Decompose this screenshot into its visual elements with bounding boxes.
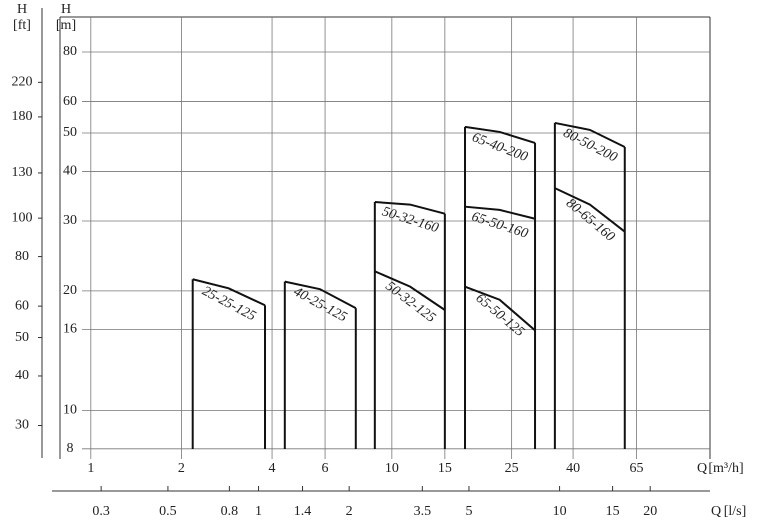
y2-tick-label: 40 [15,368,29,383]
x2-tick-label: 0.8 [221,504,239,519]
x2-unit: [l/s] [724,504,747,519]
y-tick-label: 8 [67,441,74,456]
x2-tick-label: 0.5 [159,504,177,519]
y-tick-label: 60 [63,94,77,109]
pump-curve [554,121,626,148]
x-tick-label: 65 [630,461,644,476]
y2-tick-label: 80 [15,249,29,264]
y-tick-label: 16 [63,322,77,337]
x-tick-label: 25 [505,461,519,476]
y-tick-label: 40 [63,164,77,179]
x-tick-label: 40 [566,461,580,476]
y2-tick-label: 180 [12,109,33,124]
x-tick-label: 1 [87,461,94,476]
y2-tick-label: 30 [15,418,29,433]
y-tick-label: 30 [63,213,77,228]
pump-curve [374,270,446,311]
y2-tick-label: 220 [12,75,33,90]
x-tick-label: 6 [322,461,329,476]
x2-tick-label: 10 [553,504,567,519]
x-title: Q [697,461,707,476]
curve-label: 80-50-200 [561,126,620,166]
y-tick-label: 10 [63,403,77,418]
y-tick-label: 80 [63,44,77,59]
x-tick-label: 15 [438,461,452,476]
pump-curve [464,205,536,220]
pump-curve [374,200,446,215]
y-title: H [61,2,71,17]
y2-unit: [ft] [13,18,31,33]
y-tick-label: 20 [63,283,77,298]
y2-tick-label: 50 [15,330,29,345]
x2-tick-label: 0.3 [92,504,110,519]
x2-tick-label: 15 [606,504,620,519]
x2-tick-label: 20 [643,504,657,519]
pump-curve [192,278,266,307]
x-unit: [m³/h] [708,461,743,476]
y-unit: [m] [56,18,76,33]
pump-curve [554,187,626,233]
x-tick-label: 2 [178,461,185,476]
curve-label: 65-40-200 [470,130,530,165]
x-tick-label: 10 [385,461,399,476]
y2-tick-label: 100 [12,210,33,225]
pump-curve [464,285,536,332]
x2-tick-label: 2 [346,504,353,519]
x2-tick-label: 1 [255,504,262,519]
y2-tick-label: 60 [15,298,29,313]
x-tick-label: 4 [269,461,276,476]
y2-title: H [17,2,27,17]
x2-tick-label: 5 [465,504,472,519]
x2-tick-label: 1.4 [294,504,312,519]
y2-tick-label: 130 [12,165,33,180]
y-tick-label: 50 [63,125,77,140]
curve-label: 25-25-125 [199,284,258,324]
pump-curve [284,280,357,309]
x2-tick-label: 3.5 [414,504,432,519]
x2-title: Q [711,504,721,519]
pump-curve [464,125,536,144]
